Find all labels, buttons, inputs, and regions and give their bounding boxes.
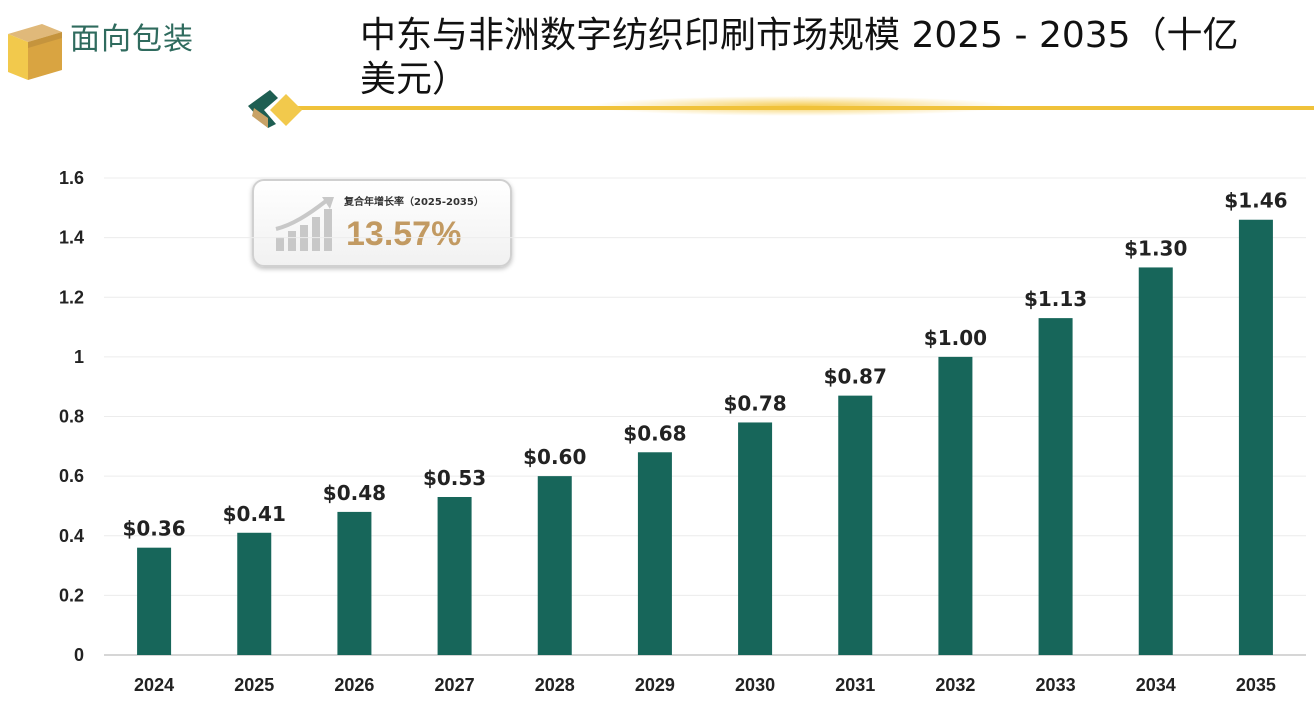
bar bbox=[537, 476, 572, 655]
x-tick-label: 2025 bbox=[234, 675, 274, 695]
data-label: $1.46 bbox=[1224, 189, 1287, 213]
x-tick-label: 2034 bbox=[1136, 675, 1176, 695]
page-title: 中东与非洲数字纺织印刷市场规模 2025 - 2035（十亿美元） bbox=[360, 15, 1239, 100]
bar bbox=[838, 395, 873, 655]
y-tick-label: 0.8 bbox=[59, 407, 84, 427]
data-label: $1.00 bbox=[924, 326, 987, 350]
y-tick-label: 1.2 bbox=[59, 287, 84, 307]
bar bbox=[137, 547, 172, 655]
bar bbox=[1038, 318, 1073, 655]
data-label: $0.78 bbox=[723, 391, 786, 415]
bar bbox=[738, 422, 773, 655]
bar bbox=[237, 532, 272, 655]
bar bbox=[1238, 219, 1273, 656]
bar-chart: 0 0.2 0.4 0.6 0.8 1 1.2 1.4 1.6 $0.36 2024 $0.41 202… bbox=[59, 168, 1306, 695]
y-tick-label: 0.2 bbox=[59, 585, 84, 605]
data-label: $0.41 bbox=[223, 502, 286, 526]
cagr-label: 复合年增长率（2025-2035） bbox=[344, 197, 484, 208]
brand-logo-icon bbox=[8, 24, 62, 80]
header-decoration bbox=[248, 90, 1314, 128]
x-tick-label: 2027 bbox=[435, 675, 475, 695]
data-label: $0.48 bbox=[323, 481, 386, 505]
data-label: $0.87 bbox=[824, 365, 887, 389]
bar bbox=[337, 511, 372, 655]
data-label: $1.30 bbox=[1124, 236, 1187, 260]
bar bbox=[637, 452, 672, 655]
data-label: $0.36 bbox=[122, 517, 185, 541]
bar bbox=[1138, 267, 1173, 655]
y-tick-label: 0.6 bbox=[59, 466, 84, 486]
cagr-callout: 复合年增长率（2025-2035） 13.57% bbox=[252, 179, 512, 267]
data-label: $0.68 bbox=[623, 421, 686, 445]
y-tick-label: 0.4 bbox=[59, 526, 84, 546]
x-tick-label: 2029 bbox=[635, 675, 675, 695]
x-tick-label: 2032 bbox=[935, 675, 975, 695]
y-tick-label: 0 bbox=[74, 645, 84, 665]
data-label: $1.13 bbox=[1024, 287, 1087, 311]
x-tick-label: 2024 bbox=[134, 675, 174, 695]
x-tick-label: 2030 bbox=[735, 675, 775, 695]
y-tick-label: 1.6 bbox=[59, 168, 84, 188]
brand-name: 面向包装 bbox=[70, 22, 194, 57]
bar bbox=[938, 356, 973, 655]
y-tick-label: 1.4 bbox=[59, 228, 84, 248]
x-tick-label: 2028 bbox=[535, 675, 575, 695]
bar bbox=[437, 496, 472, 655]
x-tick-label: 2033 bbox=[1036, 675, 1076, 695]
data-label: $0.53 bbox=[423, 466, 486, 490]
cagr-value: 13.57% bbox=[346, 215, 462, 253]
x-tick-label: 2031 bbox=[835, 675, 875, 695]
data-label: $0.60 bbox=[523, 445, 586, 469]
y-tick-label: 1 bbox=[74, 347, 84, 367]
x-tick-label: 2026 bbox=[334, 675, 374, 695]
x-tick-label: 2035 bbox=[1236, 675, 1276, 695]
